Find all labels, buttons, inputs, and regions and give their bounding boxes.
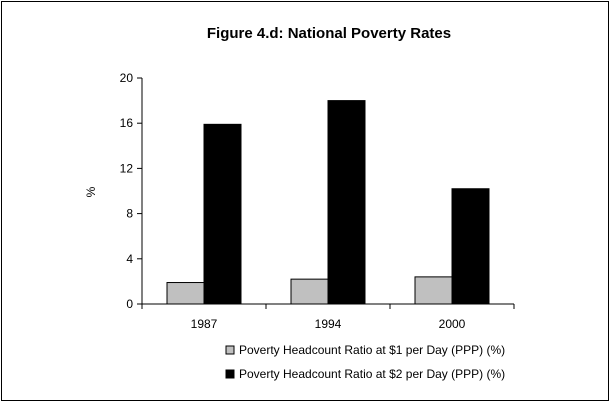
x-tick-label: 1987	[191, 317, 218, 331]
bar-usd2-1987	[203, 123, 242, 305]
legend-swatch	[225, 345, 235, 355]
bar-chart: Figure 4.d: National Poverty Rates % 0 4 8…	[84, 25, 515, 381]
bar-usd2-2000	[451, 188, 490, 305]
bar-usd1-1987	[166, 282, 205, 305]
x-tick-label: 2000	[439, 317, 466, 331]
legend-label: Poverty Headcount Ratio at $1 per Day (P…	[239, 343, 505, 357]
chart-title: Figure 4.d: National Poverty Rates	[207, 25, 451, 42]
legend-swatch	[225, 369, 235, 379]
y-tick-label: 20	[120, 71, 134, 85]
y-tick-label: 8	[126, 207, 133, 221]
bar-usd2-1994	[327, 100, 366, 305]
bar-usd1-1994	[290, 278, 329, 305]
y-tick-label: 0	[126, 297, 133, 311]
legend: Poverty Headcount Ratio at $1 per Day (P…	[225, 343, 505, 381]
y-tick-label: 16	[120, 116, 134, 130]
bar-usd1-2000	[414, 276, 453, 305]
y-tick-label: 12	[120, 161, 134, 175]
y-tick-label: 4	[126, 252, 133, 266]
plot-area: 0 4 8 12 16 20 1987 1994 2000	[120, 71, 515, 331]
y-axis-label: %	[84, 186, 98, 197]
legend-label: Poverty Headcount Ratio at $2 per Day (P…	[239, 367, 505, 381]
x-tick-label: 1994	[315, 317, 342, 331]
